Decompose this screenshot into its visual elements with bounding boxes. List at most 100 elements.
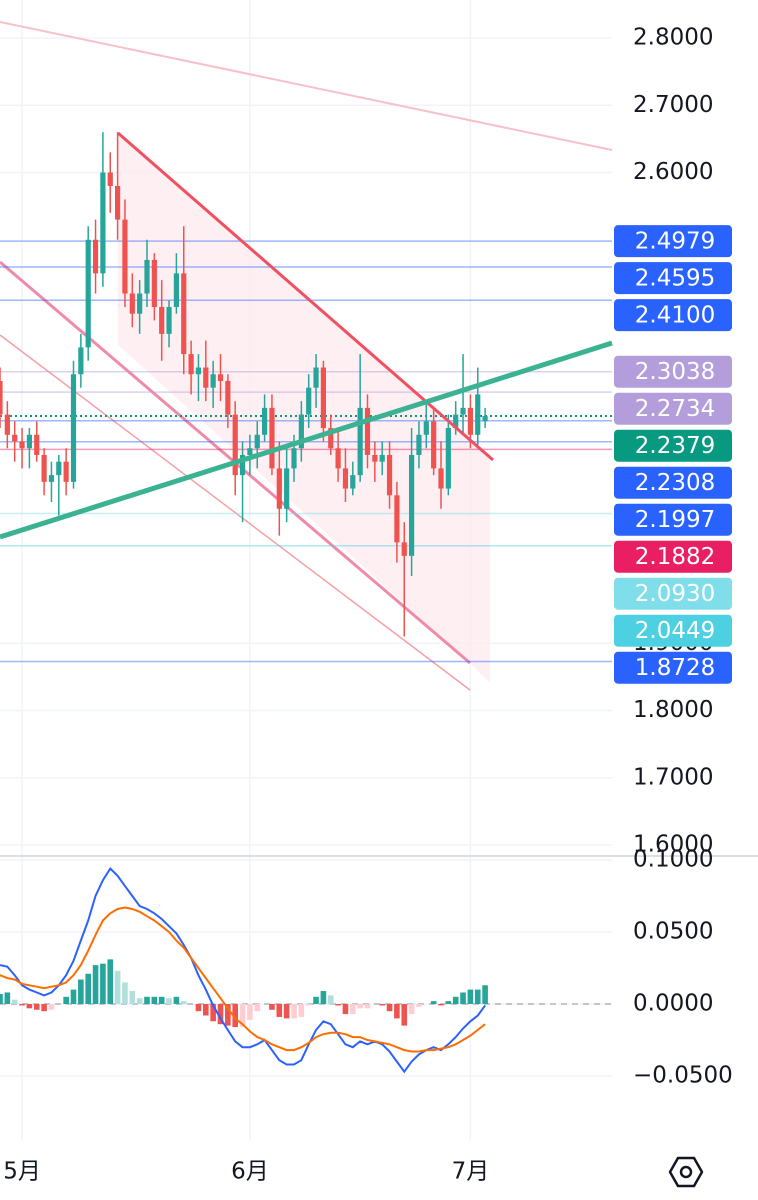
price-badge-label: 2.4979 (635, 229, 715, 255)
candle-body (298, 414, 304, 449)
candle-body (409, 454, 415, 556)
histogram-bar (342, 1004, 349, 1015)
histogram-bar (452, 996, 459, 1004)
candle-body (328, 428, 334, 449)
histogram-bar (114, 970, 121, 1004)
candle-body (342, 468, 349, 489)
background (0, 0, 612, 1140)
candle-body (445, 428, 451, 489)
histogram-bar (254, 1004, 261, 1012)
candles (0, 132, 488, 637)
histogram-bar (63, 996, 69, 1004)
candle-body (217, 374, 224, 381)
x-tick-label: 7月 (452, 1159, 490, 1185)
histogram-bar (129, 991, 136, 1004)
candle-body (188, 354, 194, 375)
price-badge-label: 2.0930 (635, 581, 715, 607)
candle-body (137, 293, 143, 314)
histogram-bar (166, 998, 172, 1004)
histogram-bar (158, 996, 165, 1004)
candle-body (431, 421, 437, 469)
candle-body (269, 407, 275, 469)
histogram-bar (350, 1004, 356, 1015)
histogram-bar (305, 1004, 312, 1006)
macd-line (0, 867, 486, 1074)
candle-body (394, 495, 400, 543)
histogram-bar (4, 992, 11, 1004)
candle-body (453, 414, 459, 429)
histogram-bar (11, 999, 18, 1004)
price-badge-label: 1.8728 (635, 655, 715, 681)
candle-body (195, 367, 202, 375)
candle-body (320, 367, 326, 429)
candle-body (379, 454, 385, 462)
price-badge-label: 2.2379 (635, 433, 715, 459)
price-badge-label: 2.1882 (635, 544, 715, 570)
candle-body (239, 454, 246, 476)
y-tick-label: 2.8000 (633, 25, 713, 51)
price-badge (614, 540, 732, 573)
candle-body (438, 468, 444, 489)
candle-body (85, 239, 91, 348)
candle-body (92, 239, 99, 274)
candle-body (262, 407, 268, 435)
histogram-bar (210, 1004, 216, 1022)
candle-body (107, 172, 113, 186)
price-badge (614, 355, 732, 388)
histogram-bar (48, 1004, 55, 1010)
candle-body (364, 407, 371, 455)
histogram-bar (122, 982, 128, 1004)
candle-body (306, 387, 312, 415)
candle-body (159, 307, 165, 334)
candle-body (203, 367, 209, 388)
y-tick-label: 1.6000 (633, 832, 713, 858)
candle-body (423, 421, 429, 435)
y-tick-label: 1.7000 (633, 764, 713, 790)
candle-body (225, 380, 231, 415)
candle-body (4, 414, 10, 435)
price-badge-label: 2.3038 (635, 359, 715, 385)
candle-body (100, 172, 106, 274)
candle-body (0, 380, 3, 415)
histogram-bar (276, 1004, 283, 1017)
histogram-bar (335, 1004, 341, 1006)
y-tick-label: 0.0000 (633, 991, 713, 1017)
candle-body (247, 448, 253, 455)
histogram-bar (0, 993, 3, 1004)
price-badge-label: 2.2734 (635, 396, 715, 422)
histogram-bar (144, 996, 150, 1004)
price-badge (614, 503, 732, 536)
candle-body (335, 448, 341, 469)
histogram-bar (291, 1004, 297, 1019)
price-badge-label: 2.0449 (635, 618, 715, 644)
histogram-bar (19, 1004, 25, 1006)
histogram-bar (26, 1004, 33, 1009)
histogram-bar (180, 1001, 187, 1004)
histogram-bar (357, 1004, 363, 1009)
candle-body (284, 468, 290, 509)
histogram-bar (438, 1004, 444, 1006)
candle-body (386, 454, 393, 496)
histogram-bar (100, 963, 106, 1004)
price-badge (614, 392, 732, 425)
price-badge (614, 225, 732, 258)
histogram-bar (460, 992, 466, 1004)
macd-pane (0, 867, 612, 1074)
price-badges: 2.4979 2.4595 2.4100 2.3038 2.2734 2.2379 2.23… (614, 225, 732, 684)
price-badge (614, 614, 732, 647)
settings-icon[interactable] (668, 1156, 704, 1188)
y-tick-label: 0.0500 (633, 919, 713, 945)
histogram-bar (482, 985, 488, 1004)
histogram-bar (225, 1004, 231, 1026)
histogram-bar (364, 1004, 371, 1009)
histogram-bar (85, 973, 91, 1004)
histogram-bar (217, 1004, 224, 1025)
histogram-bar (474, 989, 481, 1004)
candle-body (70, 374, 77, 482)
candle-body (115, 185, 121, 220)
x-tick-label: 6月 (231, 1159, 269, 1185)
histogram-bar (379, 1004, 385, 1006)
histogram-bar (203, 1004, 209, 1016)
